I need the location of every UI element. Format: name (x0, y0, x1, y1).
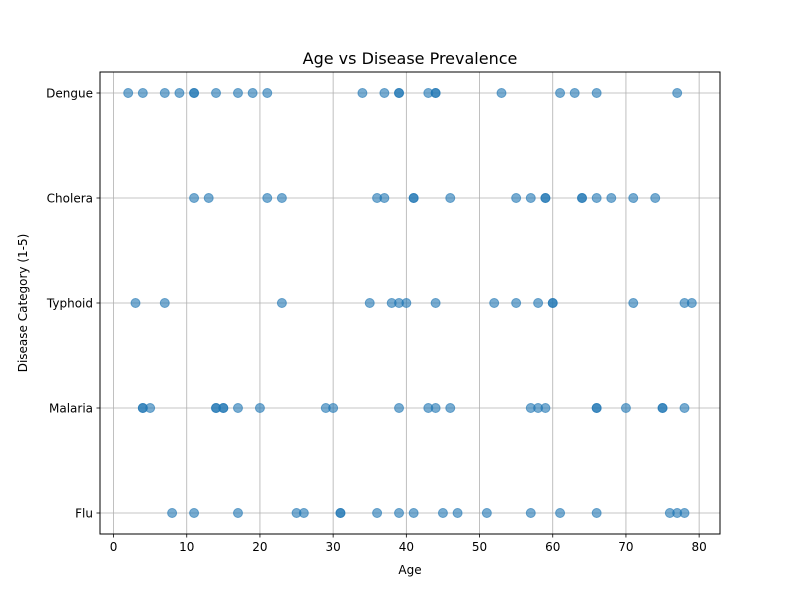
data-point (401, 298, 412, 308)
data-point (276, 298, 287, 308)
data-point (540, 403, 551, 413)
data-point (540, 193, 551, 203)
data-point (262, 193, 273, 203)
data-point (218, 403, 229, 413)
data-point (276, 193, 287, 203)
x-tick-label: 80 (691, 540, 706, 554)
data-point (189, 193, 200, 203)
data-point (628, 193, 639, 203)
data-point (555, 508, 566, 518)
data-point (445, 403, 456, 413)
data-point (167, 508, 178, 518)
data-point (555, 88, 566, 98)
data-point (137, 88, 148, 98)
data-point (408, 508, 419, 518)
data-point (335, 508, 346, 518)
data-point (328, 403, 339, 413)
x-tick-label: 40 (399, 540, 414, 554)
data-point (211, 88, 222, 98)
y-tick-label: Flu (75, 507, 93, 521)
x-tick-label: 20 (252, 540, 267, 554)
data-point (174, 88, 185, 98)
data-point (511, 193, 522, 203)
x-tick-label: 70 (618, 540, 633, 554)
data-point (525, 508, 536, 518)
y-axis-ticks: Flu Malaria Typhoid Cholera Dengue (46, 87, 100, 521)
data-point (357, 88, 368, 98)
y-tick-label: Malaria (49, 402, 93, 416)
data-point (481, 508, 492, 518)
y-tick-label: Cholera (47, 192, 93, 206)
data-point (679, 403, 690, 413)
data-point (159, 298, 170, 308)
data-point (364, 298, 375, 308)
y-tick-label: Dengue (46, 87, 93, 101)
data-point (189, 88, 200, 98)
data-point (686, 298, 697, 308)
data-point (394, 88, 405, 98)
data-point (591, 508, 602, 518)
data-point (577, 193, 588, 203)
data-point (379, 193, 390, 203)
data-point (123, 88, 134, 98)
data-point (430, 403, 441, 413)
data-point (430, 88, 441, 98)
chart-title: Age vs Disease Prevalence (303, 49, 518, 68)
data-point (298, 508, 309, 518)
data-point (496, 88, 507, 98)
data-point (569, 88, 580, 98)
data-point (533, 298, 544, 308)
data-point (452, 508, 463, 518)
y-axis-label: Disease Category (1-5) (16, 234, 30, 373)
x-tick-label: 50 (472, 540, 487, 554)
data-point (430, 298, 441, 308)
x-tick-label: 60 (545, 540, 560, 554)
data-point (620, 403, 631, 413)
data-point (232, 403, 243, 413)
data-point (489, 298, 500, 308)
data-point (232, 508, 243, 518)
data-point (372, 508, 383, 518)
data-point (394, 508, 405, 518)
data-point (130, 298, 141, 308)
data-point (408, 193, 419, 203)
data-point (394, 403, 405, 413)
data-point (445, 193, 456, 203)
x-tick-label: 0 (110, 540, 118, 554)
data-point (145, 403, 156, 413)
data-point (672, 88, 683, 98)
x-tick-label: 10 (179, 540, 194, 554)
data-point (203, 193, 214, 203)
data-point (247, 88, 258, 98)
data-point (262, 88, 273, 98)
data-point (591, 403, 602, 413)
data-point (159, 88, 170, 98)
data-point (437, 508, 448, 518)
data-point (379, 88, 390, 98)
data-point (606, 193, 617, 203)
data-point (650, 193, 661, 203)
data-point (628, 298, 639, 308)
data-point (232, 88, 243, 98)
data-point (591, 88, 602, 98)
data-point (189, 508, 200, 518)
data-points (123, 88, 697, 518)
data-point (525, 193, 536, 203)
y-tick-label: Typhoid (46, 297, 93, 311)
data-point (591, 193, 602, 203)
x-axis-ticks: 0 10 20 30 40 50 60 70 80 (110, 534, 707, 554)
data-point (254, 403, 265, 413)
data-point (511, 298, 522, 308)
x-tick-label: 30 (325, 540, 340, 554)
data-point (679, 508, 690, 518)
x-axis-label: Age (398, 563, 421, 577)
data-point (657, 403, 668, 413)
data-point (547, 298, 558, 308)
